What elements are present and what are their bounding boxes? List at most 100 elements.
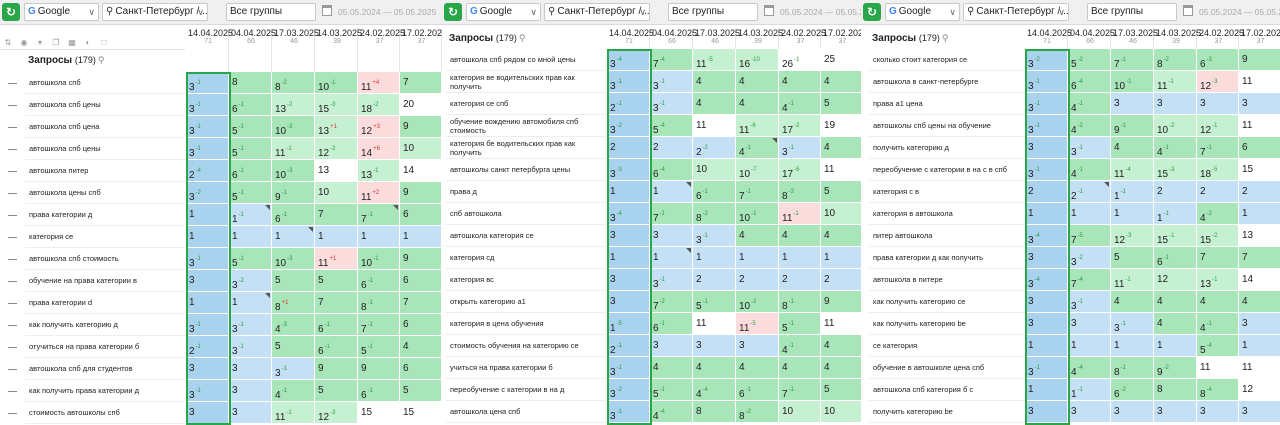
drag-handle-icon[interactable] — [8, 83, 17, 84]
position-cell[interactable]: 1 — [1239, 203, 1280, 225]
position-cell[interactable]: 1 — [779, 247, 821, 269]
position-cell[interactable]: 8 — [229, 72, 272, 94]
position-cell[interactable]: 3 — [229, 402, 272, 424]
position-cell[interactable]: 4 — [821, 225, 861, 247]
position-cell[interactable]: 5 — [821, 379, 861, 401]
position-cell[interactable]: 11-1 — [272, 402, 315, 424]
position-cell[interactable]: 7-2 — [650, 291, 693, 313]
query-label[interactable]: категория ве водительских прав как получ… — [446, 71, 606, 93]
position-cell[interactable]: 6-1 — [272, 204, 315, 226]
position-cell[interactable]: 3-1 — [650, 269, 693, 291]
query-label[interactable]: как получить категорию be — [869, 313, 1025, 335]
position-cell[interactable]: 4 — [821, 71, 861, 93]
position-cell[interactable]: 1-1 — [1154, 203, 1197, 225]
position-cell[interactable]: 1 — [1025, 203, 1068, 225]
query-label[interactable]: автошкола в санкт-петербурге — [869, 71, 1025, 93]
position-cell[interactable]: 3-2 — [607, 115, 650, 137]
date-column-header[interactable]: 24.02.2025 37 — [1197, 28, 1244, 49]
position-cell[interactable]: 4-2 — [1197, 203, 1239, 225]
query-label[interactable]: получить категорию be — [869, 401, 1025, 423]
position-cell[interactable]: 3-1 — [607, 401, 650, 423]
position-cell[interactable]: 3 — [607, 291, 650, 313]
position-cell[interactable]: 7-1 — [650, 203, 693, 225]
position-cell[interactable]: 4-1 — [736, 137, 779, 159]
position-cell[interactable]: 6-4 — [1068, 71, 1111, 93]
drag-handle-icon[interactable] — [8, 193, 17, 194]
query-label[interactable]: как получить права категории д — [25, 380, 185, 402]
position-cell[interactable]: 3-2 — [1025, 49, 1068, 71]
position-cell[interactable]: 5-1 — [779, 313, 821, 335]
position-cell[interactable]: 3-1 — [650, 93, 693, 115]
position-cell[interactable]: 6-4 — [650, 159, 693, 181]
position-cell[interactable]: 13-1 — [358, 160, 400, 182]
position-cell[interactable]: 11-1 — [779, 203, 821, 225]
position-cell[interactable]: 6-1 — [1154, 247, 1197, 269]
position-cell[interactable]: 9 — [358, 358, 400, 380]
query-label[interactable]: автошкола спб для студентов — [25, 358, 185, 380]
date-column-header[interactable]: 04.04.2025 66 — [1068, 28, 1115, 49]
engine-select[interactable]: G Google ∨ — [24, 3, 99, 21]
position-cell[interactable]: 16-10 — [736, 49, 779, 71]
position-cell[interactable]: 7-4 — [650, 49, 693, 71]
position-cell[interactable]: 13 — [315, 160, 358, 182]
drag-handle-icon[interactable] — [8, 391, 17, 392]
position-cell[interactable]: 15 — [358, 402, 400, 424]
position-cell[interactable]: 5 — [315, 380, 358, 402]
position-cell[interactable]: 1 — [272, 226, 315, 248]
position-cell[interactable]: 3-1 — [607, 71, 650, 93]
position-cell[interactable]: 2 — [1239, 181, 1280, 203]
queries-header[interactable]: Запросы (179) ⚲ — [28, 55, 105, 66]
position-cell[interactable]: 3 — [229, 380, 272, 402]
date-column-header[interactable]: 14.04.2025 71 — [186, 28, 233, 72]
position-cell[interactable]: 10-3 — [272, 116, 315, 138]
query-label[interactable]: категория бе водительских прав как получ… — [446, 137, 606, 159]
drag-handle-icon[interactable] — [8, 215, 17, 216]
drag-handle-icon[interactable] — [8, 259, 17, 260]
query-label[interactable]: сколько стоит категория се — [869, 49, 1025, 71]
position-cell[interactable]: 3 — [1239, 313, 1280, 335]
position-cell[interactable]: 10-1 — [315, 72, 358, 94]
date-column-header[interactable]: 14.04.2025 71 — [1025, 28, 1072, 49]
position-cell[interactable]: 8-1 — [358, 292, 400, 314]
drag-handle-icon[interactable] — [8, 413, 17, 414]
position-cell[interactable]: 4-3 — [272, 314, 315, 336]
query-label[interactable]: автошколы спб цены на обучение — [869, 115, 1025, 137]
position-cell[interactable]: 9 — [1239, 49, 1280, 71]
position-cell[interactable]: 2 — [1025, 181, 1068, 203]
position-cell[interactable]: 9 — [400, 248, 442, 270]
position-cell[interactable]: 11+1 — [315, 248, 358, 270]
position-cell[interactable]: 3-1 — [186, 248, 229, 270]
position-cell[interactable]: 4-1 — [1068, 93, 1111, 115]
position-cell[interactable]: 11-6 — [736, 115, 779, 137]
position-cell[interactable]: 5-1 — [229, 182, 272, 204]
query-label[interactable]: переобучение с категории в на д — [446, 379, 606, 401]
position-cell[interactable]: 6-1 — [693, 181, 736, 203]
drag-handle-icon[interactable] — [8, 303, 17, 304]
refresh-icon[interactable]: ↻ — [2, 3, 20, 21]
group-select[interactable]: Все группы — [1087, 3, 1177, 21]
position-cell[interactable]: 8-3 — [779, 181, 821, 203]
position-cell[interactable]: 4 — [779, 71, 821, 93]
position-cell[interactable]: 9-1 — [272, 182, 315, 204]
position-cell[interactable]: 6-1 — [650, 313, 693, 335]
position-cell[interactable]: 4-2 — [1068, 115, 1111, 137]
position-cell[interactable]: 5-1 — [650, 379, 693, 401]
position-cell[interactable]: 4 — [1111, 137, 1154, 159]
search-icon[interactable]: ⚲ — [941, 33, 949, 43]
position-cell[interactable]: 3-1 — [186, 314, 229, 336]
search-icon[interactable]: ⚲ — [97, 55, 105, 65]
query-label[interactable]: автошкола спб — [25, 72, 185, 94]
query-label[interactable]: открыть категорию а1 — [446, 291, 606, 313]
position-cell[interactable]: 4-1 — [1197, 313, 1239, 335]
position-cell[interactable]: 11+4 — [358, 72, 400, 94]
query-label[interactable]: стоимость обучения на категорию се — [446, 335, 606, 357]
position-cell[interactable]: 4 — [400, 336, 442, 358]
position-cell[interactable]: 3 — [1111, 93, 1154, 115]
drag-handle-icon[interactable] — [8, 105, 17, 106]
query-label[interactable]: се категория — [869, 335, 1025, 357]
position-cell[interactable]: 13-1 — [1197, 269, 1239, 291]
position-cell[interactable]: 1 — [400, 226, 442, 248]
position-cell[interactable]: 11 — [1197, 357, 1239, 379]
position-cell[interactable]: 9-2 — [1154, 357, 1197, 379]
position-cell[interactable]: 7-1 — [358, 204, 400, 226]
